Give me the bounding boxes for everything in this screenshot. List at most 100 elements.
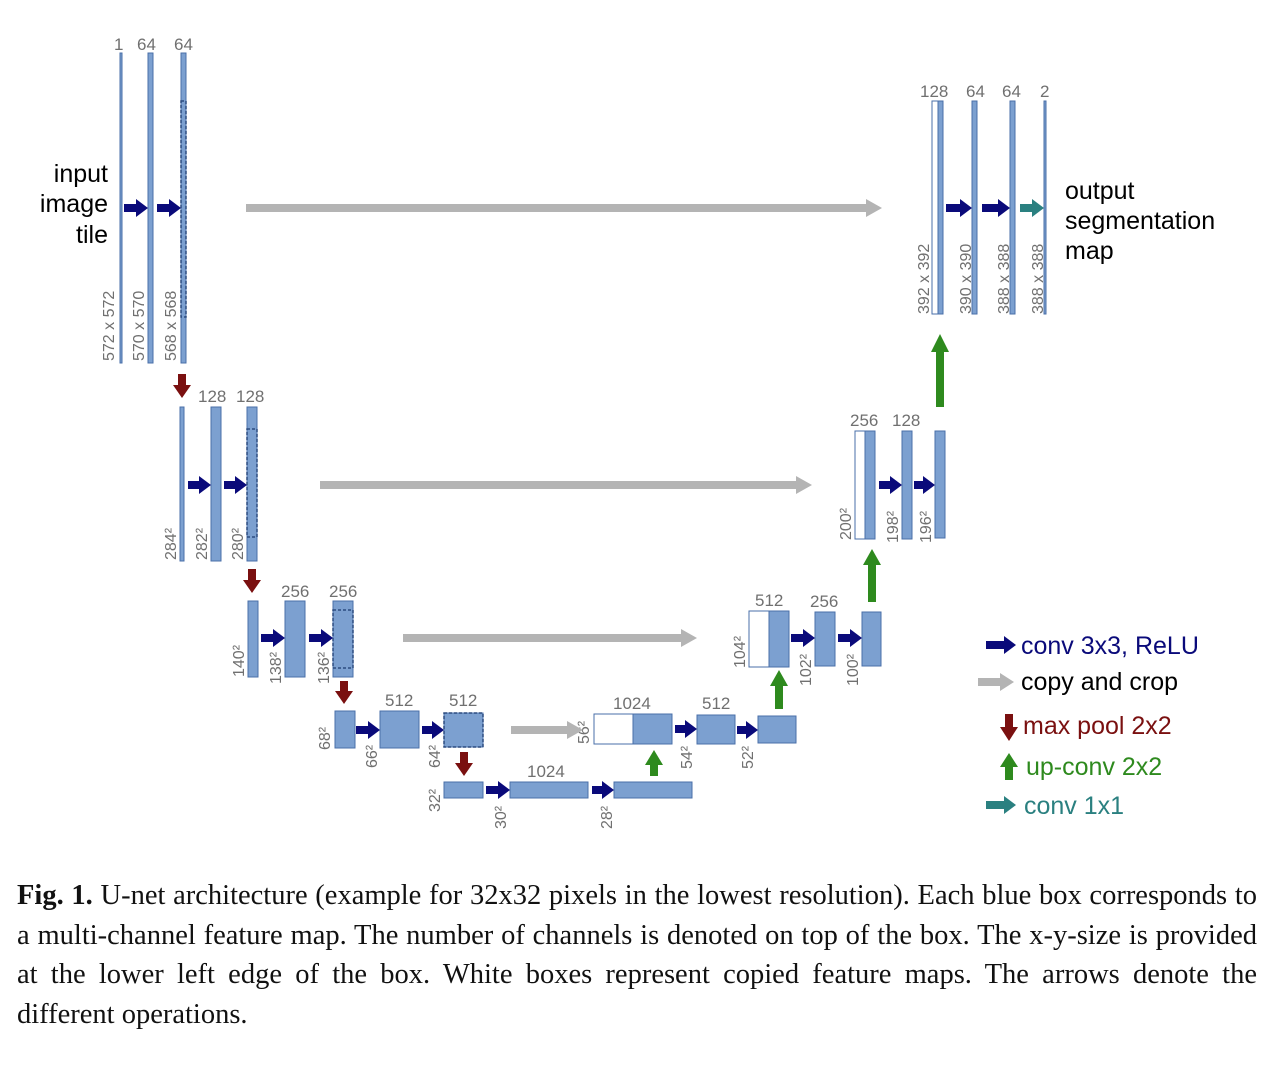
size-label: 568 x 568 <box>163 291 180 361</box>
legend-label-copy: copy and crop <box>1021 668 1178 696</box>
conv-arrow-icon <box>188 476 211 494</box>
pool-arrow-icon <box>243 569 261 593</box>
conv-arrow-icon <box>157 199 181 217</box>
size-label: 280² <box>230 527 247 560</box>
channel-label: 64 <box>966 82 985 101</box>
copy-arrow-icon <box>511 721 583 739</box>
conv-arrow-icon <box>737 721 758 739</box>
feature-map <box>334 710 356 749</box>
size-label: 388 x 388 <box>996 244 1013 314</box>
conv-arrow-icon <box>982 199 1010 217</box>
level-2-encoder: 128 128 284² 282² 280² <box>163 387 264 562</box>
conv-arrow-icon <box>914 476 935 494</box>
conv-arrow-icon <box>422 721 444 739</box>
size-label: 572 x 572 <box>101 291 118 361</box>
output-label: output <box>1065 177 1135 205</box>
channel-label: 64 <box>137 35 156 54</box>
legend-label-upconv: up-conv 2x2 <box>1026 753 1162 781</box>
conv-arrow-icon <box>309 629 333 647</box>
size-label: 104² <box>732 635 749 668</box>
feature-map <box>937 100 944 315</box>
feature-map-output <box>1043 100 1047 315</box>
size-label: 66² <box>364 744 381 768</box>
upconv-arrow-icon <box>645 750 663 776</box>
feature-map <box>379 710 420 749</box>
size-label: 196² <box>918 510 935 543</box>
upconv-arrow-icon <box>770 670 788 709</box>
output-label: map <box>1065 237 1114 265</box>
input-label: image <box>40 190 108 218</box>
output-label: segmentation <box>1065 207 1215 235</box>
channel-label: 1024 <box>613 694 651 713</box>
size-label: 198² <box>885 510 902 543</box>
conv-arrow-icon <box>675 720 697 738</box>
size-label: 68² <box>317 726 334 750</box>
channel-label: 128 <box>920 82 948 101</box>
size-label: 64² <box>427 744 444 768</box>
size-label: 102² <box>798 653 815 686</box>
conv-arrows <box>124 199 1010 799</box>
channel-label: 256 <box>281 582 309 601</box>
copy-arrow-icon <box>403 629 697 647</box>
max-pool-arrows <box>173 374 473 776</box>
conv-arrow-icon <box>356 721 380 739</box>
feature-map <box>246 406 258 562</box>
size-label: 388 x 388 <box>1030 244 1047 314</box>
feature-map <box>332 600 354 678</box>
conv-arrow-icon <box>261 629 285 647</box>
size-label: 28² <box>599 805 616 829</box>
pool-arrow-icon <box>335 681 353 704</box>
feature-map <box>1009 100 1016 315</box>
channel-label: 512 <box>449 691 477 710</box>
figure-caption: Fig. 1. U-net architecture (example for … <box>17 876 1257 1034</box>
figure-caption-prefix: Fig. 1. <box>17 880 93 911</box>
size-label: 390 x 390 <box>958 244 975 314</box>
conv-arrow-icon <box>946 199 972 217</box>
level-5-bottleneck: 1024 32² 30² 28² <box>427 762 693 829</box>
size-label: 282² <box>194 527 211 560</box>
conv-arrow-icon <box>224 476 247 494</box>
upconv-arrow-icon <box>931 334 949 407</box>
conv-arrow-icon <box>791 629 815 647</box>
size-label: 32² <box>427 788 444 812</box>
channel-label: 512 <box>385 691 413 710</box>
legend: conv 3x3, ReLU copy and crop max pool 2x… <box>978 632 1199 820</box>
size-label: 136² <box>316 651 333 684</box>
legend-label-pool: max pool 2x2 <box>1023 712 1172 740</box>
size-label: 392 x 392 <box>916 244 933 314</box>
feature-map <box>632 713 673 745</box>
channel-label: 1024 <box>527 762 565 781</box>
legend-label-conv1x1: conv 1x1 <box>1024 792 1124 820</box>
feature-map <box>901 430 913 540</box>
legend-label-conv: conv 3x3, ReLU <box>1021 632 1199 660</box>
channel-label: 256 <box>850 411 878 430</box>
pool-arrow-icon <box>173 374 191 398</box>
size-label: 56² <box>576 720 593 744</box>
size-label: 52² <box>740 745 757 769</box>
pool-arrow-icon <box>455 752 473 776</box>
conv-arrow-icon <box>486 781 510 799</box>
level-2-decoder: 256 128 200² 198² 196² <box>838 411 946 543</box>
copy-and-crop-arrows <box>246 199 882 739</box>
level-4-encoder: 512 512 68² 66² 64² <box>317 691 484 768</box>
copied-feature-map <box>854 430 866 540</box>
pool-arrow-icon <box>1000 714 1018 741</box>
level-3-decoder: 512 256 104² 102² 100² <box>732 591 882 686</box>
level-1-decoder: 128 64 64 2 392 x 392 390 x 390 388 x 38… <box>916 82 1215 315</box>
conv-arrow-icon <box>986 636 1016 654</box>
level-4-decoder: 1024 512 56² 54² 52² <box>576 694 797 769</box>
size-label: 570 x 570 <box>131 291 148 361</box>
size-label: 200² <box>838 507 855 540</box>
conv-arrow-icon <box>838 629 862 647</box>
feature-map <box>443 781 484 799</box>
channel-label: 256 <box>329 582 357 601</box>
copy-arrow-icon <box>246 199 882 217</box>
feature-map <box>768 610 790 668</box>
crop-region <box>180 100 187 318</box>
channel-label: 128 <box>892 411 920 430</box>
size-label: 140² <box>231 644 248 677</box>
unet-diagram: 1 64 64 572 x 572 570 x 570 568 x 568 in… <box>40 35 1215 829</box>
feature-map <box>934 430 946 539</box>
figure-caption-text: U-net architecture (example for 32x32 pi… <box>17 880 1258 1030</box>
feature-map <box>284 600 306 678</box>
